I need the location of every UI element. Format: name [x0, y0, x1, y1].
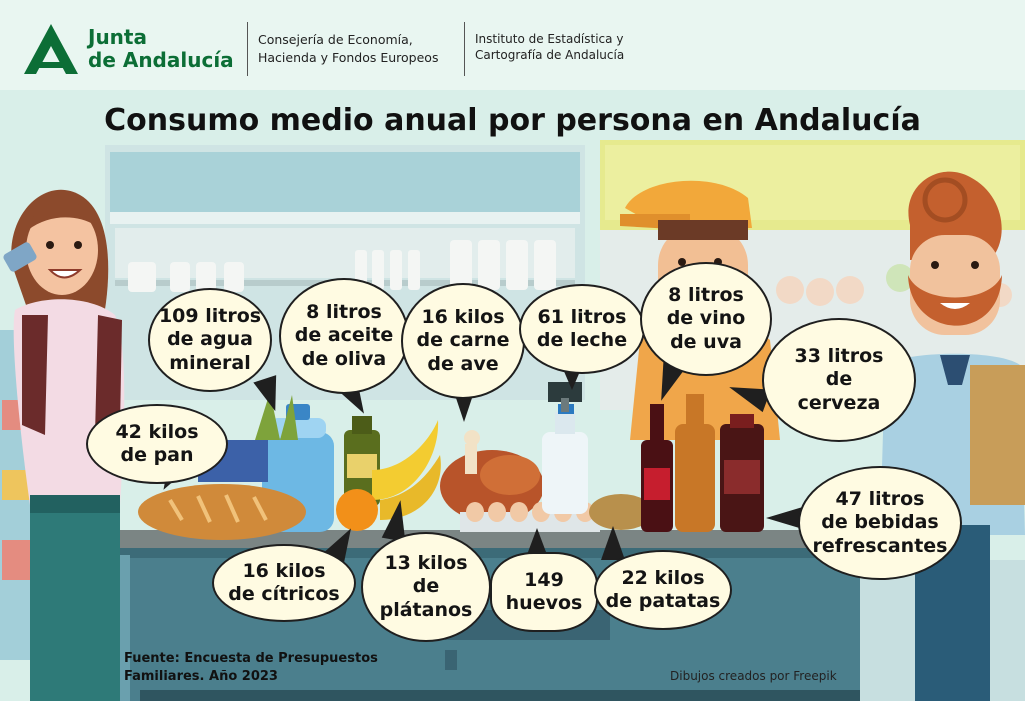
- woman-on-phone-illustration: [3, 189, 125, 701]
- institute-name: Instituto de Estadística y Cartografía d…: [475, 31, 624, 63]
- department-line-1: Consejería de Economía,: [258, 32, 413, 47]
- institute-line-1: Instituto de Estadística y: [475, 32, 624, 46]
- bubble-carne: 16 kilos de carne de ave: [401, 283, 525, 399]
- department-line-2: Hacienda y Fondos Europeos: [258, 50, 439, 66]
- bubble-pan: 42 kilos de pan: [86, 404, 228, 484]
- source-line-2: Familiares. Año 2023: [124, 669, 278, 685]
- bubble-patatas: 22 kilos de patatas: [594, 550, 732, 630]
- junta-logo-icon: [24, 24, 78, 74]
- bubble-cerveza: 33 litros de cerveza: [762, 318, 916, 442]
- bubble-agua: 109 litros de agua mineral: [148, 288, 272, 392]
- infographic-title: Consumo medio anual por persona en Andal…: [104, 103, 921, 138]
- bubble-huevos: 149 huevos: [490, 552, 598, 632]
- bubble-vino: 8 litros de vino de uva: [640, 262, 772, 376]
- header-divider-2: [464, 22, 465, 76]
- bubble-leche: 61 litros de leche: [519, 284, 645, 374]
- bubble-platanos: 13 kilos de plátanos: [361, 532, 491, 642]
- illustration-credit: Dibujos creados por Freepik: [670, 669, 837, 683]
- header-band: [0, 0, 1025, 90]
- header-divider-1: [247, 22, 248, 76]
- bubble-tail-patatas: [601, 526, 625, 560]
- source-line-1: Fuente: Encuesta de Presupuestos: [124, 651, 378, 666]
- logo-line-2: de Andalucía: [88, 48, 234, 72]
- logo-line-1: Junta: [88, 25, 147, 49]
- bubble-aceite: 8 litros de aceite de oliva: [279, 278, 409, 394]
- institute-line-2: Cartografía de Andalucía: [475, 48, 625, 63]
- bubble-refrescos: 47 litros de bebidas refrescantes: [798, 466, 962, 580]
- bubble-citricos: 16 kilos de cítricos: [212, 544, 356, 622]
- department-name: Consejería de Economía, Hacienda y Fondo…: [258, 31, 438, 67]
- source-note: Fuente: Encuesta de Presupuestos Familia…: [124, 650, 378, 686]
- junta-logo-text: Junta de Andalucía: [88, 26, 234, 72]
